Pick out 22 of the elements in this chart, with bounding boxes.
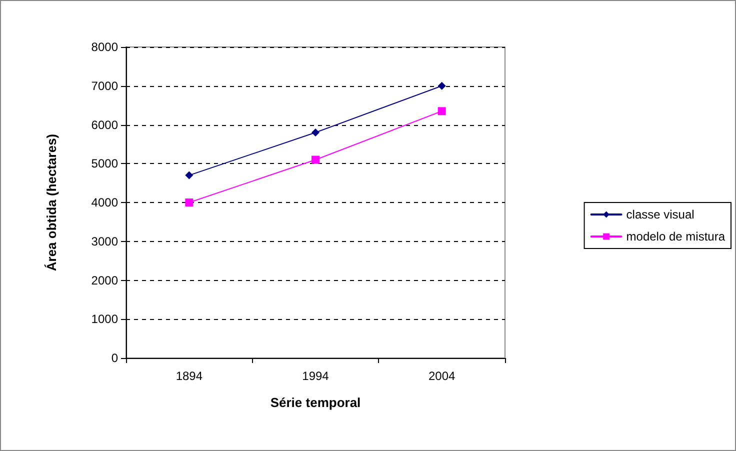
x-tick-label: 1894 xyxy=(176,369,203,383)
y-axis-title: Área obtida (hectares) xyxy=(44,134,59,272)
y-tick-label: 0 xyxy=(111,351,118,365)
point xyxy=(438,82,446,90)
y-tick-label: 3000 xyxy=(91,234,118,248)
y-tick-label: 8000 xyxy=(91,40,118,54)
legend-label: classe visual xyxy=(626,208,694,222)
y-tick-label: 5000 xyxy=(91,156,118,171)
x-tick-label: 2004 xyxy=(428,369,456,383)
y-tick-label: 4000 xyxy=(91,196,118,210)
point xyxy=(185,198,194,206)
point xyxy=(438,107,446,116)
point xyxy=(185,171,194,180)
y-tick-label: 2000 xyxy=(91,273,118,288)
point xyxy=(312,156,320,164)
y-tick-label: 1000 xyxy=(91,312,118,326)
x-axis-title: Série temporal xyxy=(270,395,361,410)
legend-label: modelo de mistura xyxy=(626,230,726,244)
x-tick-label: 1994 xyxy=(302,369,330,383)
point xyxy=(312,128,320,137)
y-tick-label: 6000 xyxy=(91,118,118,132)
y-tick-label: 7000 xyxy=(91,78,118,93)
